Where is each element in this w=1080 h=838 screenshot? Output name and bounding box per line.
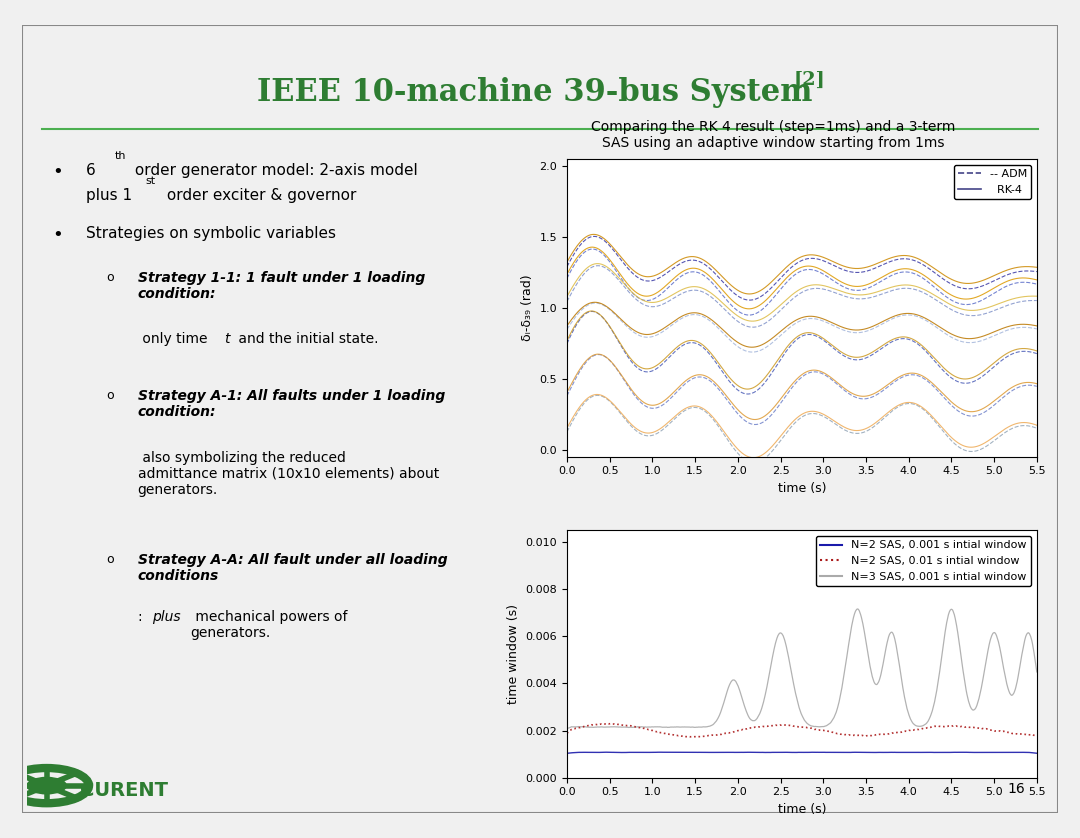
Y-axis label: δᵢ-δ₃₉ (rad): δᵢ-δ₃₉ (rad)	[521, 275, 534, 341]
Text: :: :	[138, 609, 147, 623]
Text: IEEE 10-machine 39-bus System: IEEE 10-machine 39-bus System	[257, 76, 823, 107]
Text: mechanical powers of
generators.: mechanical powers of generators.	[190, 609, 347, 640]
Text: th: th	[114, 151, 126, 161]
Text: Strategy A-1: All faults under 1 loading
condition:: Strategy A-1: All faults under 1 loading…	[138, 389, 445, 419]
Text: plus 1: plus 1	[86, 189, 132, 203]
Text: •: •	[53, 163, 64, 181]
Text: order generator model: 2-axis model: order generator model: 2-axis model	[131, 163, 418, 178]
Text: o: o	[107, 389, 114, 402]
Text: •: •	[53, 226, 64, 244]
Text: plus: plus	[152, 609, 180, 623]
Text: Comparing the RK 4 result (step=1ms) and a 3-term
SAS using an adaptive window s: Comparing the RK 4 result (step=1ms) and…	[591, 120, 956, 150]
Circle shape	[27, 778, 66, 794]
Text: Strategy A-A: All fault under all loading
conditions: Strategy A-A: All fault under all loadin…	[138, 553, 447, 583]
Text: 16: 16	[1008, 782, 1025, 795]
Text: o: o	[107, 553, 114, 566]
Text: CURENT: CURENT	[80, 781, 167, 800]
Text: order exciter & governor: order exciter & governor	[162, 189, 356, 203]
Y-axis label: time window (s): time window (s)	[507, 604, 519, 704]
Text: 6: 6	[86, 163, 96, 178]
Text: and the initial state.: and the initial state.	[234, 333, 379, 346]
Text: also symbolizing the reduced
admittance matrix (10x10 elements) about
generators: also symbolizing the reduced admittance …	[138, 451, 438, 497]
Text: t: t	[224, 333, 229, 346]
Text: o: o	[107, 271, 114, 284]
Text: Strategy 1-1: 1 fault under 1 loading
condition:: Strategy 1-1: 1 fault under 1 loading co…	[138, 271, 424, 301]
Text: st: st	[145, 176, 156, 186]
Text: [2]: [2]	[794, 71, 826, 90]
Text: only time: only time	[138, 333, 212, 346]
Text: Strategies on symbolic variables: Strategies on symbolic variables	[86, 226, 336, 241]
X-axis label: time (s): time (s)	[778, 482, 826, 495]
Legend: -- ADM,   RK-4: -- ADM, RK-4	[954, 165, 1031, 199]
Legend: N=2 SAS, 0.001 s intial window, N=2 SAS, 0.01 s intial window, N=3 SAS, 0.001 s : N=2 SAS, 0.001 s intial window, N=2 SAS,…	[815, 536, 1031, 586]
X-axis label: time (s): time (s)	[778, 803, 826, 816]
